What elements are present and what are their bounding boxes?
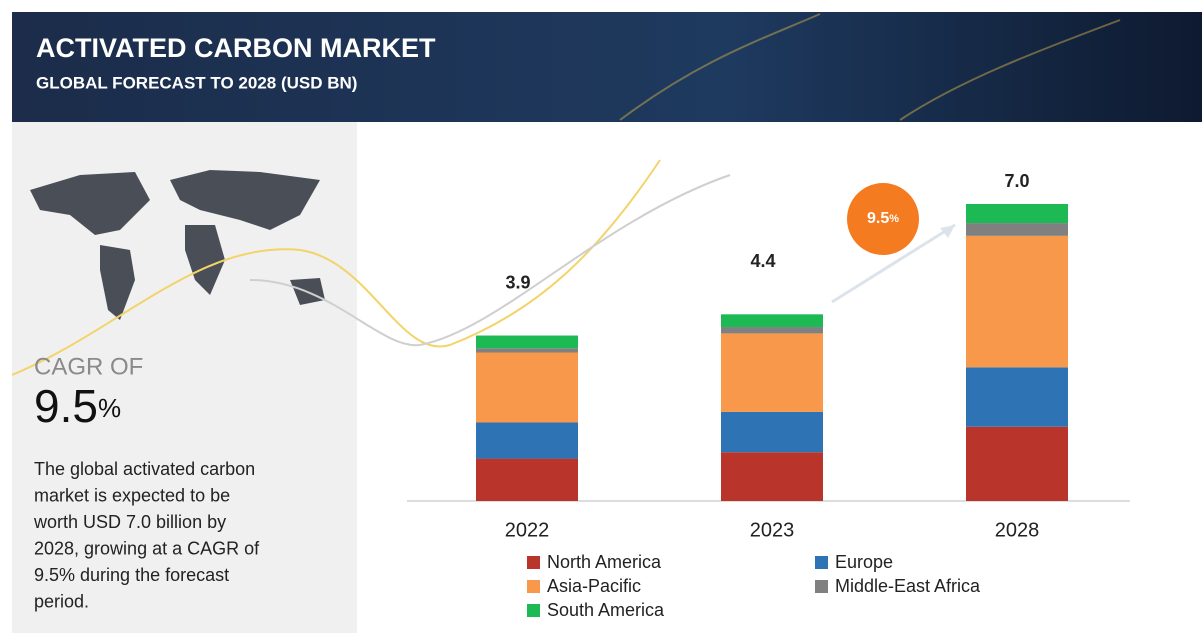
x-tick-label: 2028 [995,519,1040,541]
legend-swatch [527,556,540,569]
badge-number: 9.5 [867,210,889,227]
description-line: market is expected to be [34,485,230,505]
legend-label: Europe [835,552,893,572]
x-tick-label: 2023 [750,519,795,541]
description-line: worth USD 7.0 billion by [33,512,226,532]
bar-segment [721,452,823,501]
badge-text: 9.5% [867,210,899,227]
header-banner [12,12,1202,122]
header-subtitle: GLOBAL FORECAST TO 2028 (USD BN) [36,73,357,92]
total-label: 4.4 [750,251,775,271]
bar-segment [966,426,1068,501]
bar-segment [966,204,1068,224]
decor-curve [11,159,661,376]
legend-label: Middle-East Africa [835,576,981,596]
legend-swatch [815,580,828,593]
cagr-value: 9.5% [34,380,121,432]
legend-swatch [527,580,540,593]
bar-segment [721,333,823,412]
bar-segment [476,348,578,353]
legend-swatch [527,604,540,617]
chart: 3.9 2022 4.4 2023 7.0 2028 North America Europe… [476,171,1068,620]
bar-segment [721,411,823,453]
decor-curve [249,174,731,347]
header-title: ACTIVATED CARBON MARKET [36,33,436,63]
bar-segment [966,367,1068,427]
legend-label: South America [547,600,665,620]
header-decoration [619,13,1121,121]
growth-arrow [831,223,956,304]
legend-label: North America [547,552,662,572]
description-line: 9.5% during the forecast [34,565,229,585]
bar-segment [476,458,578,501]
cagr-number: 9.5 [34,380,98,432]
legend-swatch [815,556,828,569]
bar-segment [721,327,823,334]
bar-segment [721,314,823,328]
growth-arrowhead [940,225,955,238]
description-line: 2028, growing at a CAGR of [34,538,260,558]
cagr-badge [847,183,919,255]
bar-segment [476,422,578,459]
bar-segment [966,223,1068,236]
legend-label: Asia-Pacific [547,576,641,596]
total-label: 3.9 [505,272,530,292]
cagr-label: CAGR OF [34,353,143,380]
description-line: period. [34,591,89,611]
description-line: The global activated carbon [34,459,255,479]
bar-segment [476,352,578,423]
badge-unit: % [889,213,899,225]
total-label: 7.0 [1004,171,1029,191]
description: The global activated carbon market is exp… [33,459,260,612]
bar-segment [476,335,578,349]
bar-segment [966,235,1068,368]
cagr-unit: % [98,393,121,423]
x-tick-label: 2022 [505,519,550,541]
